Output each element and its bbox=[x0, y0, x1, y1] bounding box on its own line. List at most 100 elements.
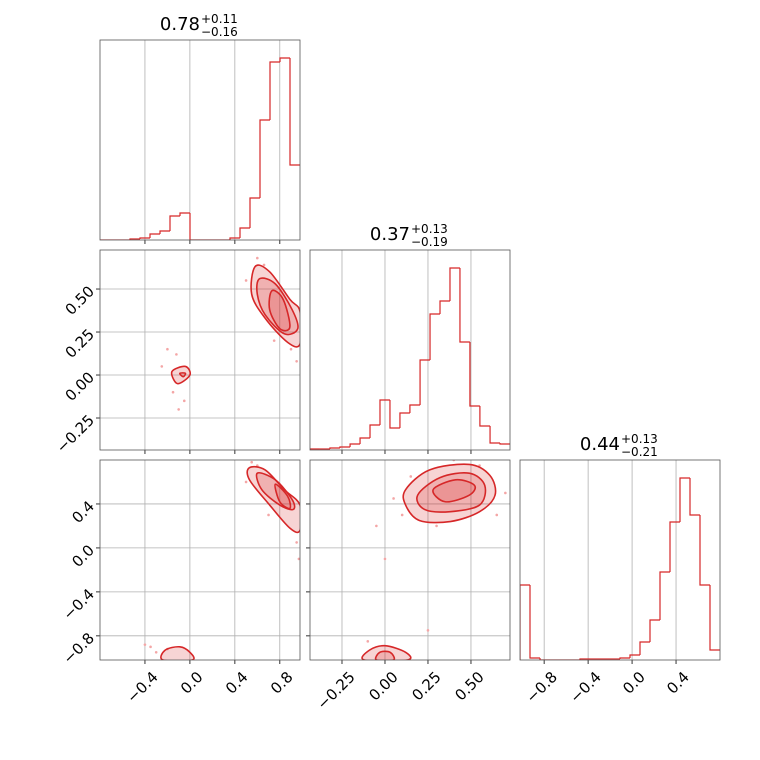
panel bbox=[100, 460, 300, 660]
sample-point bbox=[262, 263, 266, 267]
y-tick-label: −0.25 bbox=[53, 411, 98, 456]
hist-step bbox=[229, 237, 240, 240]
sample-point bbox=[400, 513, 404, 517]
hist-step bbox=[429, 313, 441, 360]
sample-point bbox=[175, 353, 178, 356]
title-minus: −0.19 bbox=[411, 235, 448, 249]
sample-point bbox=[154, 651, 158, 654]
sample-point bbox=[392, 497, 395, 500]
hist-step bbox=[629, 654, 640, 658]
y-tick-label: 0.0 bbox=[68, 541, 98, 571]
panel bbox=[310, 250, 510, 450]
hist-step bbox=[349, 443, 361, 447]
sample-point bbox=[171, 390, 175, 394]
hist-step bbox=[639, 641, 650, 655]
contour bbox=[374, 650, 396, 660]
contour bbox=[160, 645, 195, 660]
hist-step bbox=[389, 400, 400, 429]
sample-point bbox=[297, 557, 300, 561]
sample-point bbox=[166, 347, 169, 351]
sample-point bbox=[267, 513, 270, 517]
sample-point bbox=[143, 643, 147, 646]
sample-point bbox=[149, 645, 152, 649]
hist-step bbox=[239, 227, 250, 238]
sample-point bbox=[383, 557, 387, 561]
hist-step bbox=[409, 404, 421, 413]
x-tick-label: 0.0 bbox=[177, 668, 207, 698]
sample-point bbox=[250, 460, 253, 464]
hist-step bbox=[619, 657, 630, 659]
y-tick-label: 0.00 bbox=[62, 368, 98, 404]
panel-frame bbox=[99, 249, 301, 451]
sample-point bbox=[366, 640, 370, 643]
panel bbox=[100, 250, 300, 450]
title-value: 0.44 bbox=[580, 434, 620, 455]
hist-step bbox=[169, 215, 180, 231]
hist-step bbox=[149, 233, 160, 238]
x-tick-label: 0.4 bbox=[222, 668, 252, 698]
sample-point bbox=[272, 339, 276, 342]
hist-step bbox=[679, 477, 690, 522]
x-tick-label: −0.8 bbox=[522, 668, 560, 706]
y-tick-label: 0.4 bbox=[68, 497, 98, 527]
hist-step bbox=[449, 267, 460, 301]
panel bbox=[100, 40, 300, 240]
contour bbox=[178, 372, 187, 378]
hist-step bbox=[369, 424, 380, 438]
hist-step bbox=[329, 447, 340, 449]
y-tick-label: 0.50 bbox=[62, 282, 98, 318]
y-tick-label: −0.8 bbox=[60, 629, 98, 667]
sample-point bbox=[256, 256, 259, 260]
hist-step bbox=[649, 619, 660, 642]
sample-point bbox=[295, 541, 298, 544]
hist-step bbox=[529, 585, 540, 659]
y-tick-label: −0.4 bbox=[60, 585, 98, 623]
hist-step bbox=[279, 57, 290, 62]
hist-step bbox=[189, 213, 200, 240]
hist-step bbox=[359, 437, 371, 444]
hist-step bbox=[269, 61, 280, 120]
panel-frame bbox=[309, 459, 511, 661]
hist-step bbox=[669, 521, 680, 572]
sample-point bbox=[244, 279, 248, 282]
sample-point bbox=[244, 480, 248, 484]
panel-frame bbox=[309, 249, 511, 451]
title-value: 0.78 bbox=[160, 14, 200, 35]
panel bbox=[310, 460, 510, 660]
contour bbox=[246, 465, 300, 534]
hist-step bbox=[439, 300, 450, 314]
contour bbox=[250, 264, 300, 348]
x-tick-label: 0.50 bbox=[451, 668, 487, 704]
contour bbox=[274, 483, 292, 510]
sample-point bbox=[495, 513, 499, 517]
hist-step bbox=[159, 230, 170, 234]
hist-step bbox=[419, 359, 431, 405]
hist-step bbox=[310, 448, 320, 450]
hist-step bbox=[399, 412, 410, 428]
contour bbox=[432, 478, 477, 503]
hist-step bbox=[259, 119, 270, 198]
contour bbox=[361, 644, 412, 660]
hist-step bbox=[699, 515, 710, 586]
hist-step bbox=[659, 571, 670, 620]
sample-point bbox=[435, 524, 438, 528]
hist-step bbox=[539, 658, 550, 660]
sample-point bbox=[426, 629, 430, 632]
title-minus: −0.16 bbox=[201, 25, 238, 39]
contour bbox=[256, 277, 299, 336]
panel-frame bbox=[99, 39, 301, 241]
title-value: 0.37 bbox=[370, 224, 410, 245]
hist-step bbox=[139, 237, 150, 239]
sample-point bbox=[504, 491, 507, 495]
sample-point bbox=[409, 475, 413, 478]
x-tick-label: 0.00 bbox=[365, 668, 401, 704]
hist-step bbox=[479, 406, 491, 427]
sample-point bbox=[177, 408, 180, 411]
title-plus: +0.13 bbox=[621, 432, 658, 446]
panel-frame bbox=[519, 459, 721, 661]
hist-step bbox=[459, 268, 470, 343]
panel bbox=[520, 460, 720, 660]
sample-point bbox=[160, 365, 164, 368]
hist-step bbox=[709, 585, 720, 651]
